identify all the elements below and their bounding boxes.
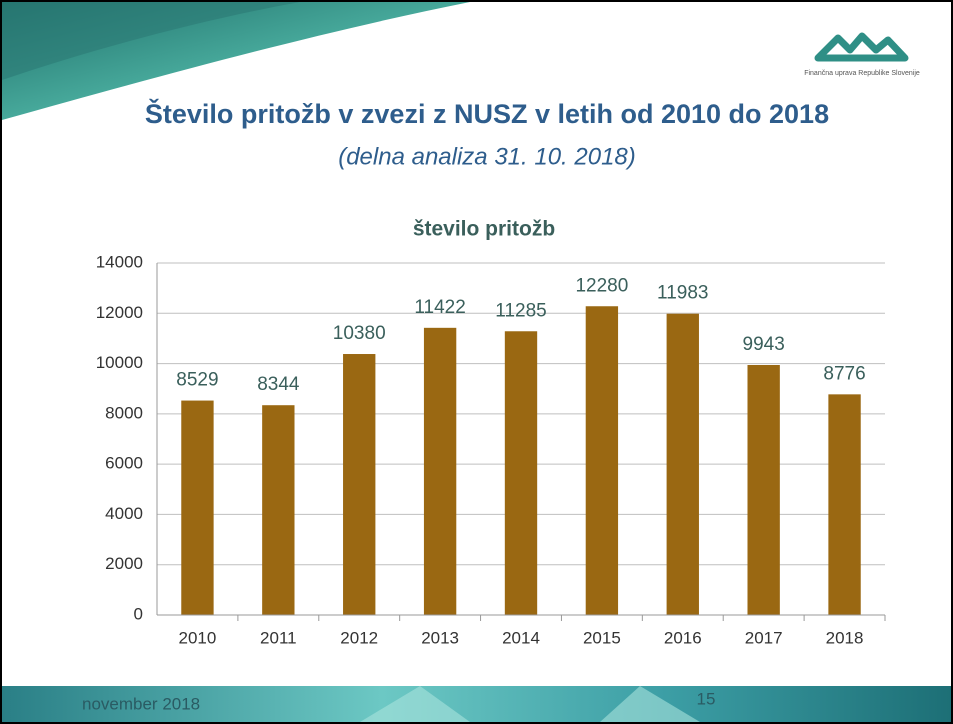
bar [424,328,456,615]
y-tick-label: 8000 [105,403,143,422]
chart-title: število pritožb [413,218,555,241]
value-label: 8529 [176,370,218,391]
value-label: 8344 [257,374,300,395]
bar [343,354,375,615]
y-tick-label: 6000 [105,454,143,473]
value-label: 10380 [333,323,386,344]
value-label: 8776 [823,363,865,384]
x-tick-label: 2016 [664,628,702,647]
bar [181,401,213,615]
slide-title: Število pritožb v zvezi z NUSZ v letih o… [145,98,829,129]
y-tick-label: 10000 [96,353,143,372]
y-tick-label: 0 [134,604,143,623]
x-tick-label: 2018 [826,628,864,647]
y-tick-label: 2000 [105,554,143,573]
value-label: 11983 [657,283,708,304]
y-tick-label: 14000 [96,252,143,271]
x-tick-label: 2014 [502,628,540,647]
footer-date: november 2018 [82,694,200,713]
bar [667,314,699,615]
bar [828,394,860,615]
bar [586,306,618,615]
logo-text: Finančna uprava Republike Slovenije [804,70,920,77]
slide: Finančna uprava Republike Slovenije Štev… [0,0,953,724]
x-tick-label: 2013 [421,628,459,647]
y-tick-label: 12000 [96,303,143,322]
value-label: 11285 [495,300,546,321]
page: Finančna uprava Republike Slovenije Štev… [0,0,953,724]
value-label: 12280 [575,275,628,296]
x-tick-label: 2015 [583,628,621,647]
x-tick-label: 2010 [179,628,217,647]
slide-subtitle: (delna analiza 31. 10. 2018) [338,143,636,170]
x-tick-label: 2012 [340,628,378,647]
page-number: 15 [697,689,716,708]
x-tick-label: 2017 [745,628,783,647]
bar [505,331,537,615]
bar [262,405,294,615]
y-tick-label: 4000 [105,504,143,523]
x-tick-label: 2011 [260,628,297,647]
value-label: 9943 [743,334,785,355]
value-label: 11422 [414,297,465,318]
bar [747,365,779,615]
